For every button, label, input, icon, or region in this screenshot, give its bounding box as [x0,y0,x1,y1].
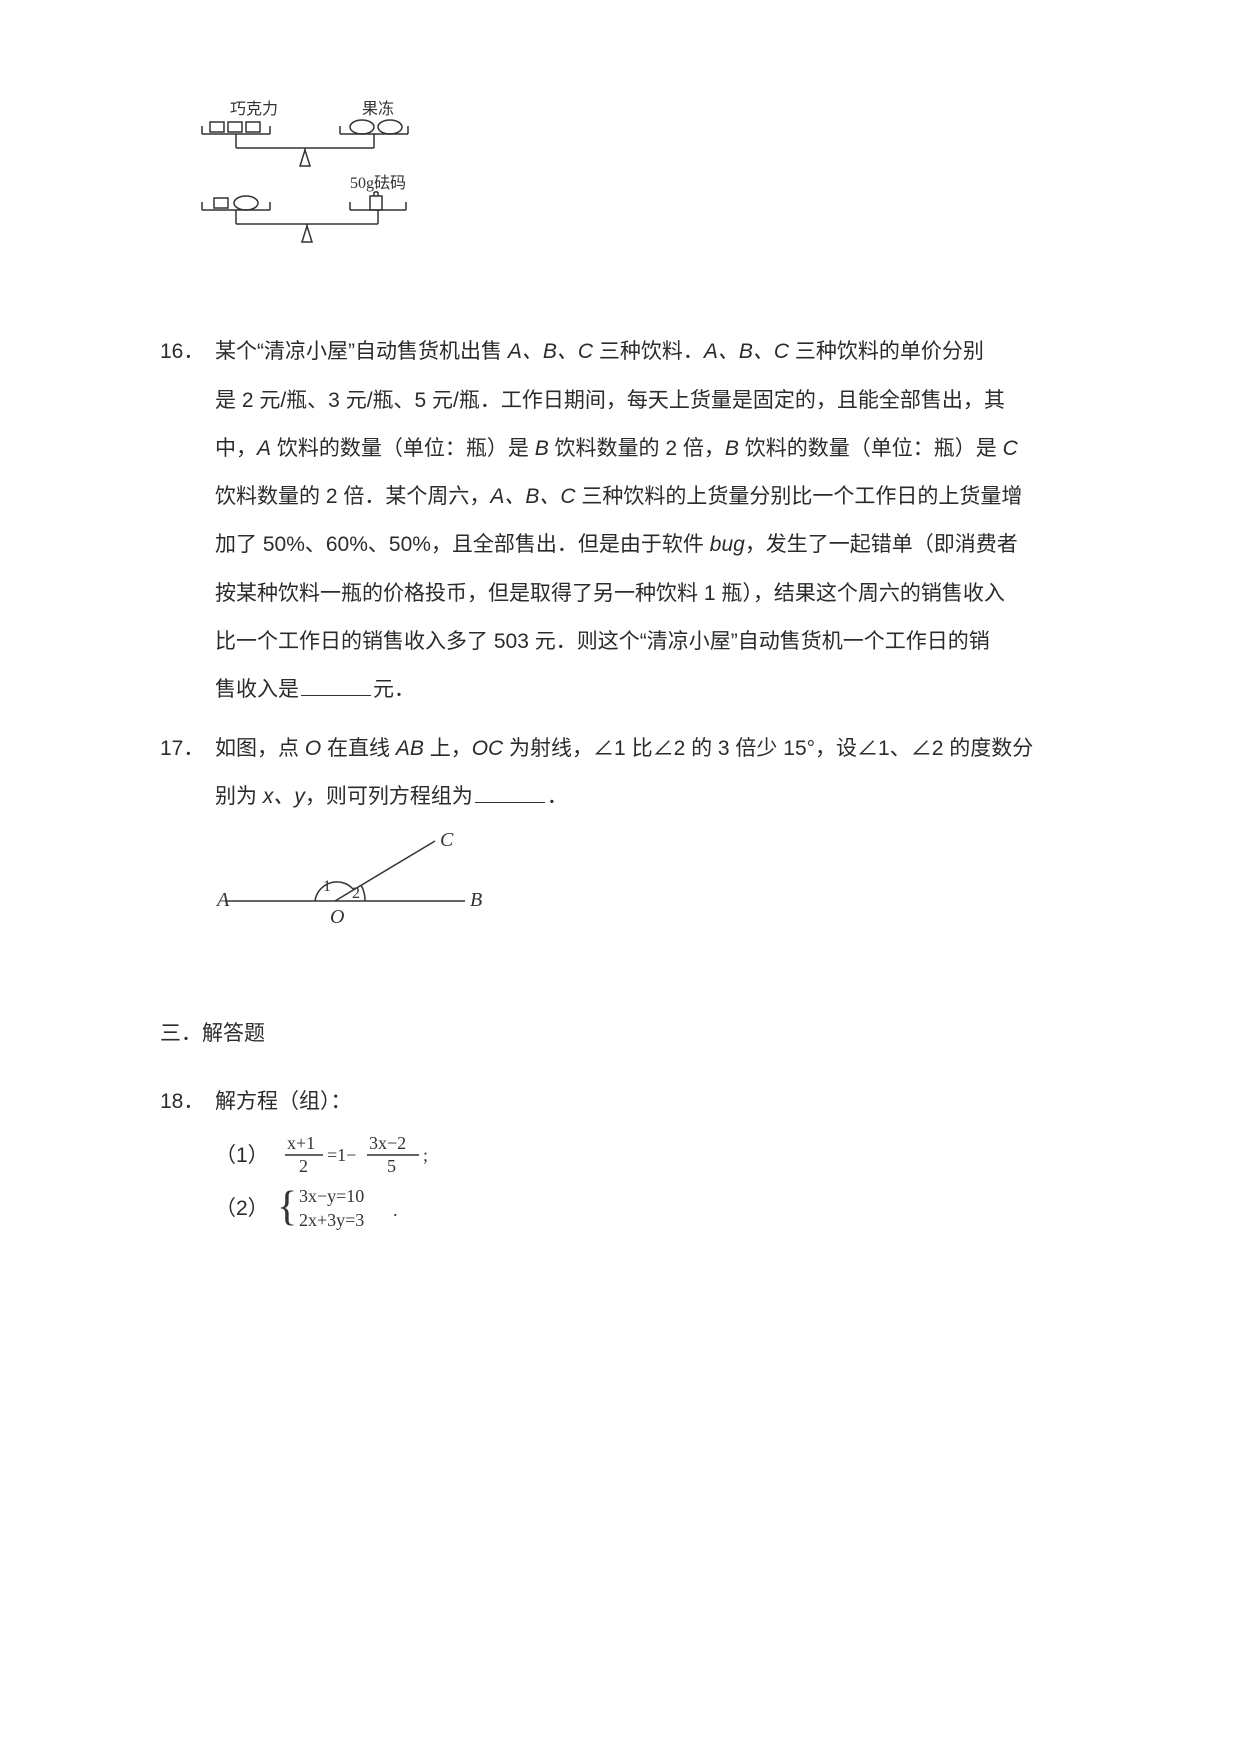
q16-a1: A [257,437,271,460]
q16-line8b: 元． [373,678,415,701]
q18-sub1: （1） [215,1145,269,1166]
question-17: 17．如图，点 O 在直线 AB 上，OC 为射线，∠1 比∠2 的 3 倍少 … [160,725,1080,950]
eq1-rightden: 5 [387,1156,396,1176]
q17-text2: 在直线 [321,737,396,760]
label-c: C [440,831,454,851]
eq2-svg: { 3x−y=10 2x+3y=3 . [275,1182,425,1234]
balance-scale-figure: 巧克力 果冻 [190,100,1080,298]
q17-number: 17． [160,725,215,773]
q16-b2: B [725,437,739,460]
q16-abc2: A、B、C [704,340,789,363]
balance-svg: 巧克力 果冻 [190,100,450,280]
eq2-top: 3x−y=10 [299,1186,364,1206]
section-3-heading: 三．解答题 [160,1010,1080,1058]
q17-line2b: ，则可列方程组为 [305,785,473,808]
q17-xy: x、y [263,785,305,808]
q18-sub1-row: （1） x+1 2 =1− 3x−2 5 ; [215,1132,1080,1178]
label-2: 2 [352,885,360,902]
q16-line3c: 饮料数量的 2 倍， [549,437,725,460]
q17-text4: 为射线，∠1 比∠2 的 3 倍少 15°，设∠1、∠2 的度数分 [503,737,1033,760]
q17-ab: AB [396,737,424,760]
q18-sub2: （2） [215,1198,269,1219]
eq1-mid: =1− [327,1145,356,1165]
q16-blank[interactable] [301,674,371,696]
q17-line2c: ． [547,785,568,808]
label-chocolate: 巧克力 [230,100,278,118]
q18-sub2-row: （2） { 3x−y=10 2x+3y=3 . [215,1182,1080,1234]
q17-line2a: 别为 [215,785,263,808]
q16-line5a: 加了 50%、60%、50%，且全部售出．但是由于软件 [215,533,710,556]
angle-svg: A B C O 1 2 [215,831,495,931]
label-weight: 50g砝码 [350,174,406,192]
q16-line2: 是 2 元/瓶、3 元/瓶、5 元/瓶．工作日期间，每天上货量是固定的，且能全部… [215,377,1080,425]
q16-line7: 比一个工作日的销售收入多了 503 元．则这个“清凉小屋”自动售货机一个工作日的… [215,618,1080,666]
q16-line3a: 中， [215,437,257,460]
q17-text3: 上， [424,737,472,760]
q16-line4a: 饮料数量的 2 倍．某个周六， [215,485,490,508]
q16-line3b: 饮料的数量（单位：瓶）是 [271,437,535,460]
q17-blank[interactable] [475,781,545,803]
label-o: O [330,906,344,928]
q16-bug: bug [710,533,745,556]
label-a: A [215,889,230,911]
q18-number: 18． [160,1078,215,1126]
eq2-bot: 2x+3y=3 [299,1210,364,1230]
label-1: 1 [323,878,331,895]
q16-text2: 三种饮料． [593,340,704,363]
q16-text1: 某个“清凉小屋”自动售货机出售 [215,340,508,363]
question-16: 16．某个“清凉小屋”自动售货机出售 A、B、C 三种饮料．A、B、C 三种饮料… [160,328,1080,714]
q17-text1: 如图，点 [215,737,305,760]
q16-line6: 按某种饮料一瓶的价格投币，但是取得了另一种饮料 1 瓶），结果这个周六的销售收入 [215,570,1080,618]
eq2-brace: { [277,1184,297,1230]
q16-abc3: A、B、C [490,485,575,508]
page: 巧克力 果冻 [0,0,1240,1753]
q18-title: 解方程（组）： [215,1090,352,1113]
eq1-leftden: 2 [299,1156,308,1176]
q16-line5b: ，发生了一起错单（即消费者 [745,533,1018,556]
q16-line3d: 饮料的数量（单位：瓶）是 [739,437,1003,460]
label-jelly: 果冻 [362,100,394,118]
angle-figure: A B C O 1 2 [215,831,1080,949]
eq1-right: 3x−2 [369,1133,406,1153]
q16-text3: 三种饮料的单价分别 [789,340,984,363]
eq1-left: x+1 [287,1133,315,1153]
q16-line4b: 三种饮料的上货量分别比一个工作日的上货量增 [576,485,1023,508]
question-18: 18．解方程（组）： （1） x+1 2 =1− 3x−2 5 ; （2） { … [160,1078,1080,1234]
q17-oc: OC [472,737,504,760]
q17-o: O [305,737,321,760]
q16-b1: B [535,437,549,460]
q16-number: 16． [160,328,215,376]
eq2-dot: . [393,1200,398,1220]
label-b: B [470,889,482,911]
q16-abc1: A、B、C [508,340,593,363]
eq1-semi: ; [423,1145,428,1165]
eq1-svg: x+1 2 =1− 3x−2 5 ; [275,1132,445,1178]
q16-c1: C [1003,437,1018,460]
q16-line8a: 售收入是 [215,678,299,701]
